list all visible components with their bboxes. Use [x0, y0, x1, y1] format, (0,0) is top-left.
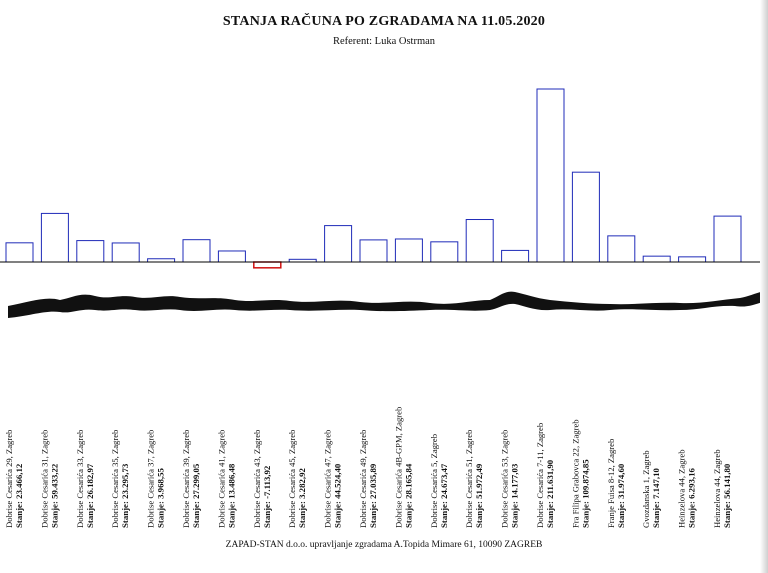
value-label-9: Stanje: 3.282,92	[297, 468, 307, 528]
category-label-15: Dobrise Cesarića 53, Zagreb	[500, 430, 510, 528]
value-label-2: Stanje: 59.433,22	[49, 463, 59, 528]
report-footer: ZAPAD-STAN d.o.o. upravljanje zgradama A…	[225, 540, 543, 550]
chart-subtitle: Referent: Luka Ostrman	[332, 36, 436, 47]
category-label-2: Dobrise Cesarića 31, Zagreb	[39, 430, 49, 528]
category-label-7: Dobrise Cesarića 41, Zagreb	[216, 430, 226, 528]
bar-chart	[0, 88, 768, 318]
category-label-4: Dobrise Cesarića 35, Zagreb	[110, 430, 120, 528]
value-label-8: Stanje: -7.113,92	[262, 465, 272, 528]
category-label-14: Dobrise Cesarića 51, Zagreb	[464, 430, 474, 528]
category-label-17: Fra Filipa Grabovca 22, Zagreb	[570, 419, 580, 528]
category-label-21: Heinzelova 44, Zagreb	[712, 449, 722, 528]
category-label-19: Gvozdanska 1, Zagreb	[641, 450, 651, 528]
value-label-13: Stanje: 24.673,47	[439, 463, 449, 528]
value-label-17: Stanje: 109.874,85	[580, 459, 590, 528]
category-label-3: Dobrise Cesarića 33, Zagreb	[75, 430, 85, 528]
value-label-16: Stanje: 211.631,90	[545, 459, 555, 528]
value-label-10: Stanje: 44.524,40	[333, 463, 343, 528]
value-label-20: Stanje: 6.293,16	[687, 468, 697, 528]
category-label-10: Dobrise Cesarića 47, Zagreb	[323, 430, 333, 528]
category-label-5: Dobrise Cesarića 37, Zagreb	[146, 430, 156, 528]
category-label-6: Dobrise Cesarića 39, Zagreb	[181, 430, 191, 528]
value-label-19: Stanje: 7.147,10	[651, 468, 661, 528]
value-label-1: Stanje: 23.466,12	[14, 463, 24, 528]
value-label-15: Stanje: 14.177,03	[510, 463, 520, 528]
value-label-18: Stanje: 31.974,60	[616, 463, 626, 528]
value-label-21: Stanje: 56.141,80	[722, 463, 732, 528]
chart-title: STANJA RAČUNA PO ZGRADAMA NA 11.05.2020	[222, 14, 546, 29]
category-label-8: Dobrise Cesarića 43, Zagreb	[252, 430, 262, 528]
category-label-20: Heinzelova 44, Zagreb	[677, 449, 687, 528]
value-label-6: Stanje: 27.299,05	[191, 463, 201, 528]
value-label-4: Stanje: 23.295,73	[120, 463, 130, 528]
value-label-14: Stanje: 51.972,49	[474, 463, 484, 528]
category-label-11: Dobrise Cesarića 49, Zagreb	[358, 430, 368, 528]
value-label-5: Stanje: 3.968,55	[156, 468, 166, 528]
torn-edge-axis-break	[8, 290, 768, 318]
value-label-12: Stanje: 28.165,84	[403, 463, 413, 528]
value-label-7: Stanje: 13.486,48	[226, 463, 236, 528]
category-label-12: Dobrise Cesarića 4B-GPM, Zagreb	[393, 407, 403, 528]
value-label-3: Stanje: 26.182,97	[85, 463, 95, 528]
right-page-shadow	[760, 0, 768, 573]
value-label-11: Stanje: 27.035,89	[368, 463, 378, 528]
category-label-1: Dobrise Cesarića 29, Zagreb	[4, 430, 14, 528]
category-label-16: Dobrise Cesarića 7-11, Zagreb	[535, 423, 545, 528]
category-label-13: Dobrise Cesarića 5, Zagreb	[429, 434, 439, 528]
category-label-9: Dobrise Cesarića 45, Zagreb	[287, 430, 297, 528]
category-label-18: Franje Fuisa 8-12, Zagreb	[606, 439, 616, 528]
